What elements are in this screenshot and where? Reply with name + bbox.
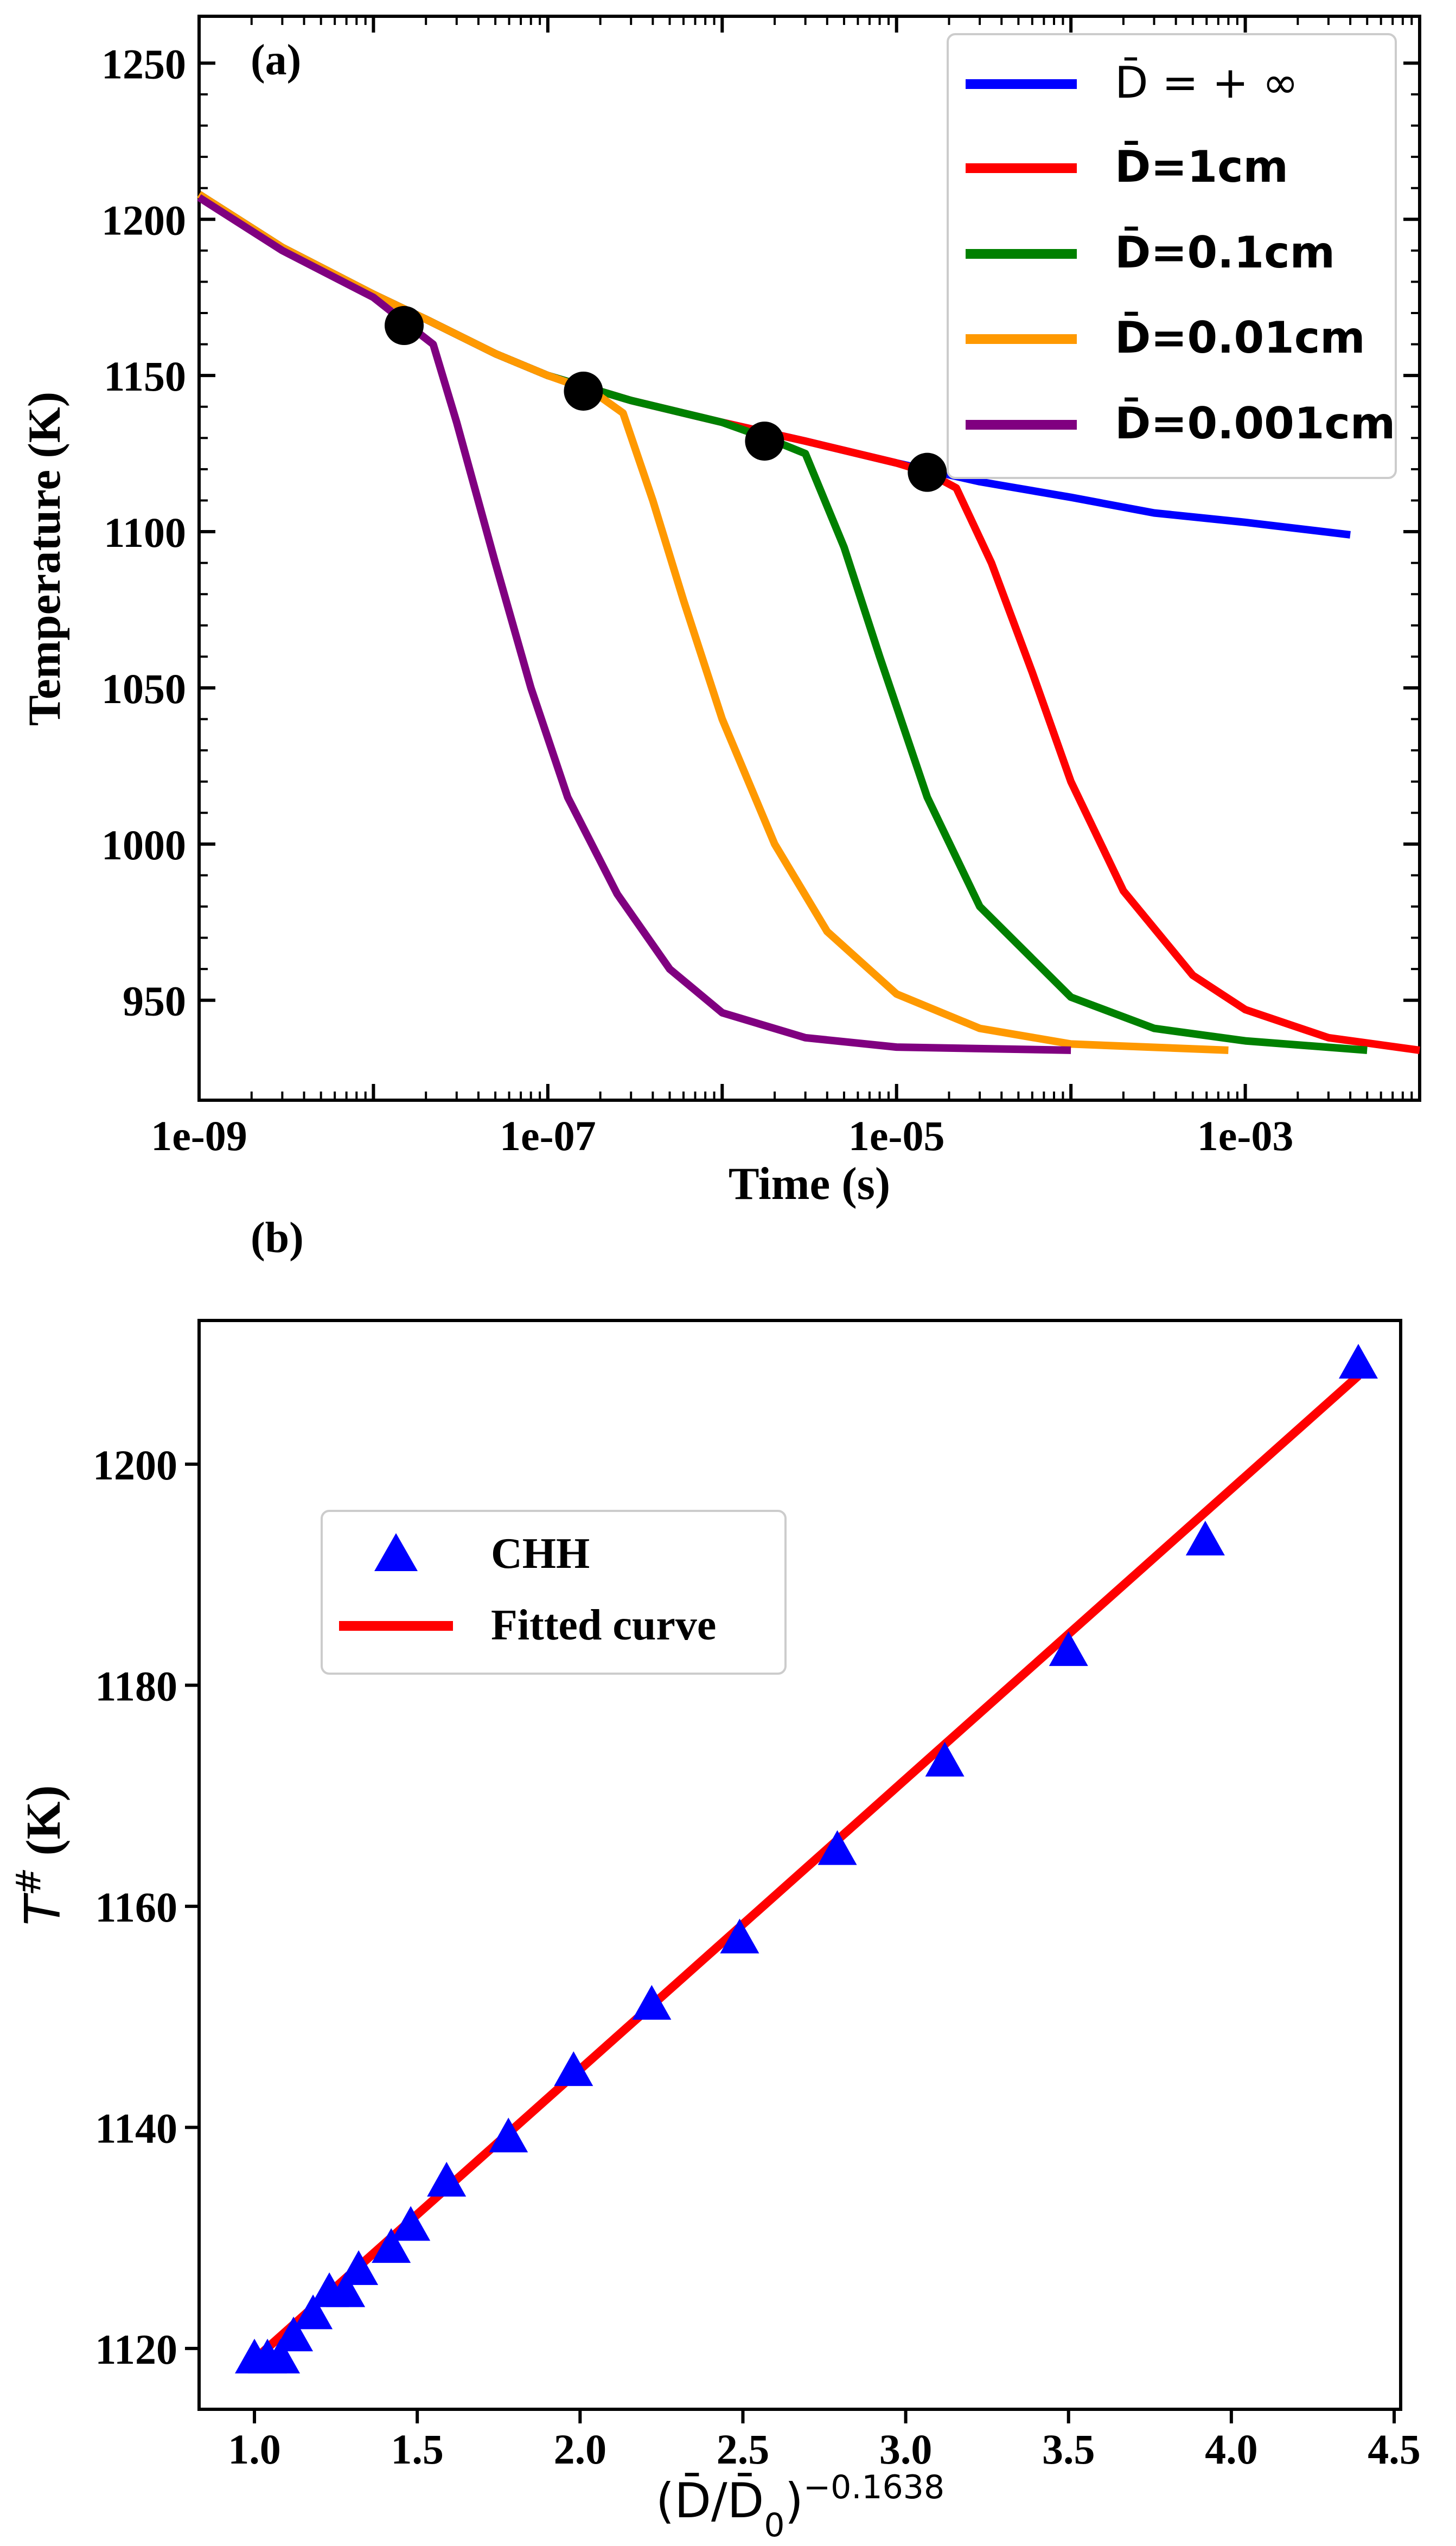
chh-data-point (720, 1918, 759, 1954)
panel-a-legend-box (947, 33, 1397, 479)
panel-a-ytick-label: 1150 (104, 353, 186, 400)
chh-data-point (818, 1830, 857, 1865)
panel-b-xtick-label: 2.5 (717, 2426, 770, 2473)
chh-data-point (554, 2051, 593, 2086)
panel-b-x-axis-label-main: (D̄/D̄ (656, 2473, 764, 2529)
panel-a-xtick-label: 1e-05 (848, 1112, 945, 1159)
legend-label-0.1cm: D̄=0.1cm (1115, 226, 1335, 278)
panel-b-xtick-label: 4.5 (1368, 2426, 1421, 2473)
chh-data-point (1185, 1521, 1225, 1556)
panel-b-xtick-label: 3.0 (879, 2426, 933, 2473)
panel-b-y-axis-label-unit: (K) (17, 1785, 71, 1856)
panel-b-ytick-label: 1120 (95, 2326, 177, 2373)
panel-b-xtick-label: 2.0 (554, 2426, 607, 2473)
panel-b-y-axis-label-sup: # (9, 1868, 48, 1896)
panel-a-xtick-label: 1e-03 (1197, 1112, 1294, 1159)
panel-a-ytick-label: 950 (123, 978, 186, 1025)
panel-b-x-axis-label: (D̄/D̄0)−0.1638 (656, 2468, 944, 2544)
panel-a-label: (a) (251, 36, 301, 84)
chh-data-point (489, 2117, 528, 2153)
chh-data-point (274, 2317, 314, 2352)
panel-a-markers (385, 306, 947, 492)
panel-b-ticks: 1120 1140 1160 1180 1200 1.0 1.5 2.0 2.5 3.0 3.5 4.… (93, 1441, 1421, 2473)
panel-a-ytick-label: 1050 (101, 665, 186, 712)
panel-a-ytick-label: 1200 (101, 196, 186, 244)
chh-data-point (293, 2294, 333, 2330)
legend-label-0.01cm: D̄=0.01cm (1115, 311, 1365, 363)
panel-b-ytick-label: 1180 (95, 1662, 177, 1709)
panel-b-xtick-label: 1.5 (391, 2426, 444, 2473)
chh-data-point (339, 2250, 379, 2285)
panel-b-legend: CHH Fitted curve (321, 1510, 787, 1675)
panel-b-x-axis-label-close: ) (785, 2473, 803, 2529)
panel-b-legend-box (321, 1510, 787, 1675)
legend-label-1cm: D̄=1cm (1115, 140, 1288, 192)
panel-a-ytick-label: 1100 (104, 509, 186, 556)
panel-b-xtick-label: 3.5 (1042, 2426, 1095, 2473)
panel-a-y-axis-label: Temperature (K) (19, 392, 70, 726)
panel-a-plot-frame (197, 15, 1421, 1102)
legend-label-chh: CHH (491, 1530, 590, 1578)
legend-marker-chh (374, 1533, 418, 1571)
chh-data-point (1049, 1631, 1088, 1666)
panel-b-label: (b) (251, 1214, 304, 1262)
transition-point-marker (564, 371, 603, 411)
panel-b-ytick-label: 1160 (95, 1884, 177, 1931)
transition-point-marker (745, 422, 784, 461)
panel-b-ytick-label: 1200 (93, 1441, 177, 1489)
panel-b-plot-frame (197, 1319, 1402, 2411)
chh-data-point (372, 2228, 411, 2263)
chh-data-point (326, 2272, 366, 2307)
panel-a-ytick-label: 1000 (101, 821, 186, 869)
panel-b: (b) 1120 1140 1160 1180 1200 1.0 1.5 2.0 2.5 3.0 3… (9, 1214, 1421, 2544)
panel-a-ticks: 950 1000 1050 1100 1150 1200 1250 1e-09 1e-07 1e-… (101, 16, 1421, 1159)
panel-b-xtick-label: 4.0 (1205, 2426, 1258, 2473)
chh-data-point (1338, 1344, 1378, 1379)
series-d-0.001cm (197, 194, 1071, 1054)
legend-label-fitted: Fitted curve (491, 1601, 716, 1649)
chh-data-point (925, 1741, 965, 1777)
panel-b-y-axis-label: T# (K) (9, 1785, 72, 1926)
panel-b-markers (235, 1344, 1378, 2373)
chh-data-point (391, 2206, 431, 2241)
panel-a-legend: D̄ = + ∞ D̄=1cm D̄=0.1cm D̄=0.01cm D̄=0.… (947, 33, 1397, 479)
panel-a-xtick-label: 1e-09 (151, 1112, 247, 1159)
panel-b-y-axis-label-symbol: T (15, 1892, 72, 1925)
legend-label-0.001cm: D̄=0.001cm (1115, 397, 1395, 449)
panel-b-x-axis-label-sub: 0 (764, 2506, 784, 2544)
chh-data-point (261, 2338, 301, 2373)
transition-point-marker (385, 306, 424, 346)
panel-b-ytick-label: 1140 (95, 2104, 177, 2152)
panel-a-ytick-label: 1250 (101, 40, 186, 87)
panel-b-xtick-label: 1.0 (228, 2426, 281, 2473)
transition-point-marker (908, 452, 947, 492)
chh-data-point (632, 1985, 672, 2020)
chh-data-point (427, 2161, 467, 2197)
panel-b-x-axis-label-sup: −0.1638 (803, 2468, 944, 2506)
panel-a-x-axis-label: Time (s) (729, 1158, 890, 1209)
panel-a-xtick-label: 1e-07 (500, 1112, 596, 1159)
legend-label-inf: D̄ = + ∞ (1115, 57, 1299, 108)
panel-a: 950 1000 1050 1100 1150 1200 1250 1e-09 1e-07 1e-… (19, 15, 1421, 1209)
